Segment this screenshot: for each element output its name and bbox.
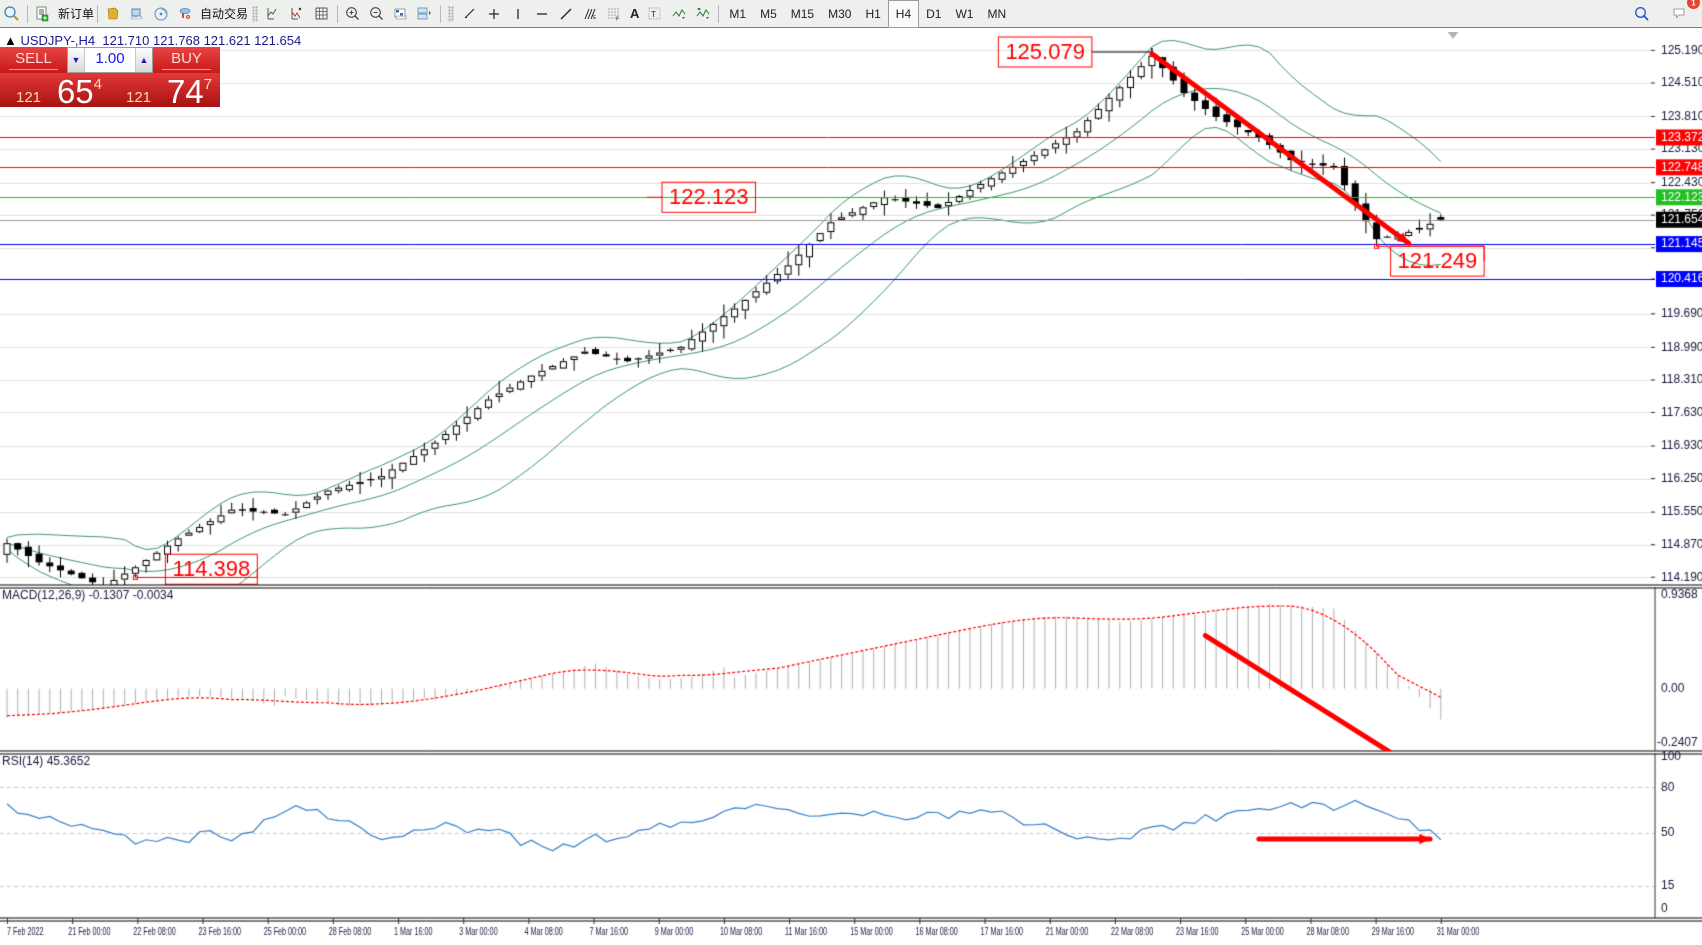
svg-text:F: F	[616, 16, 619, 22]
svg-text:1: 1	[1691, 0, 1696, 7]
svg-text:E: E	[593, 15, 597, 21]
svg-text:T: T	[651, 10, 656, 19]
